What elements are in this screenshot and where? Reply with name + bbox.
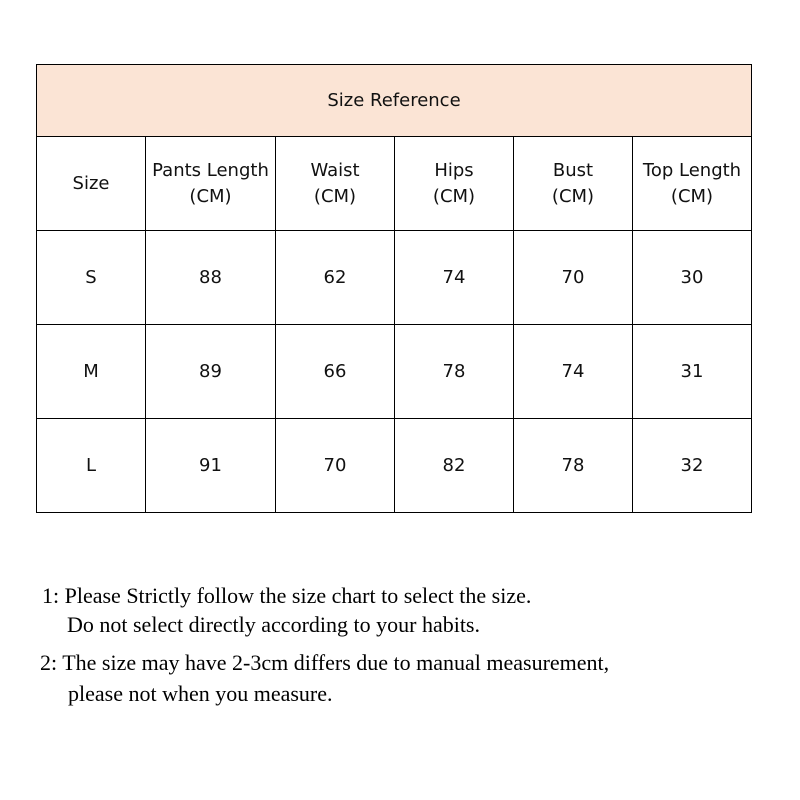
cell: 89 [145,324,276,419]
note-2-line-2: please not when you measure. [68,681,333,706]
header-waist: Waist (CM) [275,136,395,231]
header-unit: (CM) [551,185,595,207]
header-hips: Hips (CM) [394,136,514,231]
header-size: Size [36,136,146,231]
cell: 74 [394,230,514,325]
cell: 91 [145,418,276,513]
header-label: Hips [434,159,474,181]
cell: M [36,324,146,419]
cell: 70 [275,418,395,513]
cell: L [36,418,146,513]
header-unit: (CM) [670,185,714,207]
cell: 32 [632,418,752,513]
table-row: S 88 62 74 70 30 [36,230,752,325]
header-label: Bust [552,159,594,181]
header-bust: Bust (CM) [513,136,633,231]
header-row: Size Pants Length (CM) Waist (CM) Hips (CM)… [36,136,752,231]
note-1-line-2: Do not select directly according to your… [67,612,480,637]
table-row: M 89 66 78 74 31 [36,324,752,419]
cell: 88 [145,230,276,325]
header-unit: (CM) [313,185,357,207]
table-title: Size Reference [36,64,752,137]
cell: 62 [275,230,395,325]
cell: 74 [513,324,633,419]
note-1-line-1: 1: Please Strictly follow the size chart… [42,583,532,608]
cell: 70 [513,230,633,325]
cell: 82 [394,418,514,513]
header-top-length: Top Length (CM) [632,136,752,231]
cell: 78 [394,324,514,419]
header-label: Size [72,172,110,194]
header-unit: (CM) [189,185,232,207]
note-2-line-1: 2: The size may have 2-3cm differs due t… [40,650,610,675]
cell: 30 [632,230,752,325]
header-label: Waist [310,159,360,181]
cell: 78 [513,418,633,513]
header-label: Top Length [642,159,742,181]
cell: 66 [275,324,395,419]
cell: S [36,230,146,325]
size-reference-table: Size Reference Size Pants Length (CM) Wai… [36,64,752,513]
header-unit: (CM) [432,185,476,207]
header-pants-length: Pants Length (CM) [145,136,276,231]
table-row: L 91 70 82 78 32 [36,418,752,513]
header-label: Pants Length [152,159,269,181]
cell: 31 [632,324,752,419]
